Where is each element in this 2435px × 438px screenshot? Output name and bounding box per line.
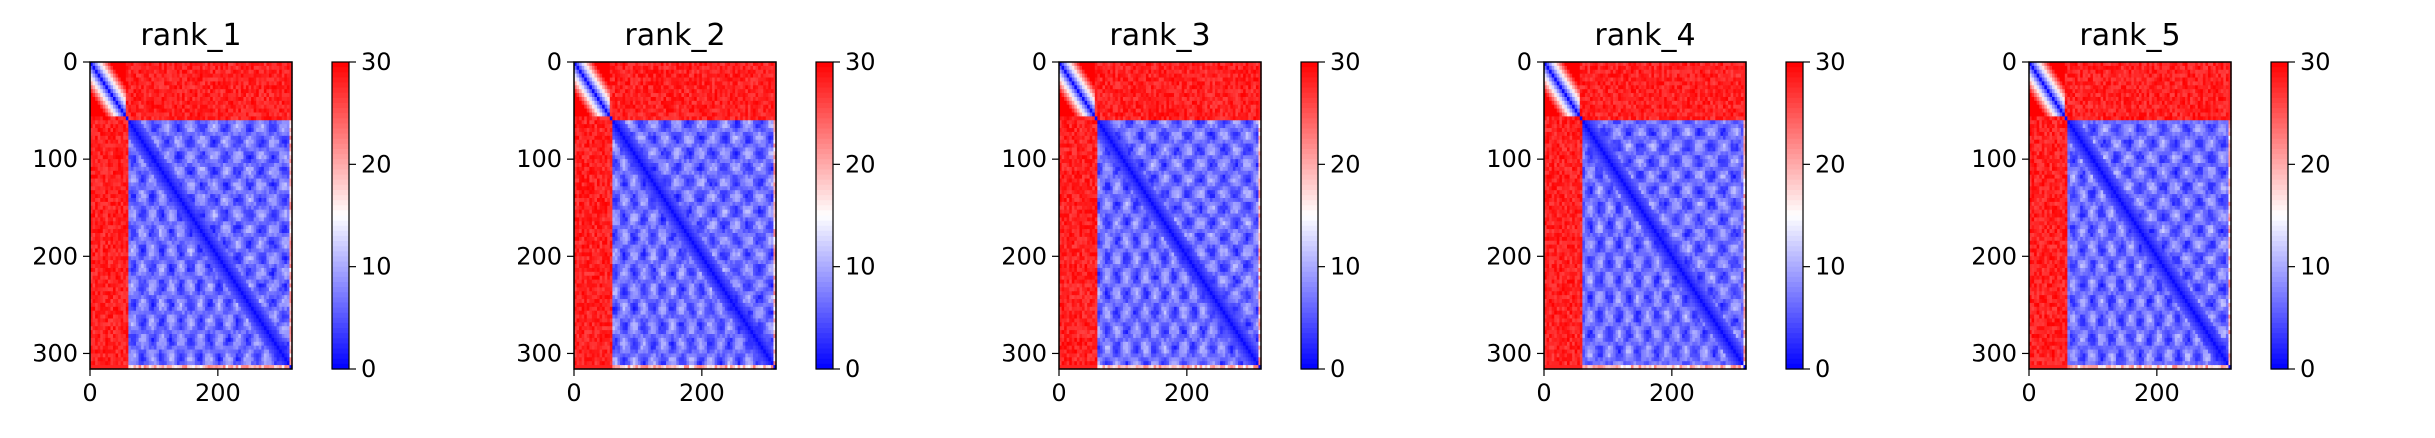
heatmap-cells [90, 62, 293, 370]
